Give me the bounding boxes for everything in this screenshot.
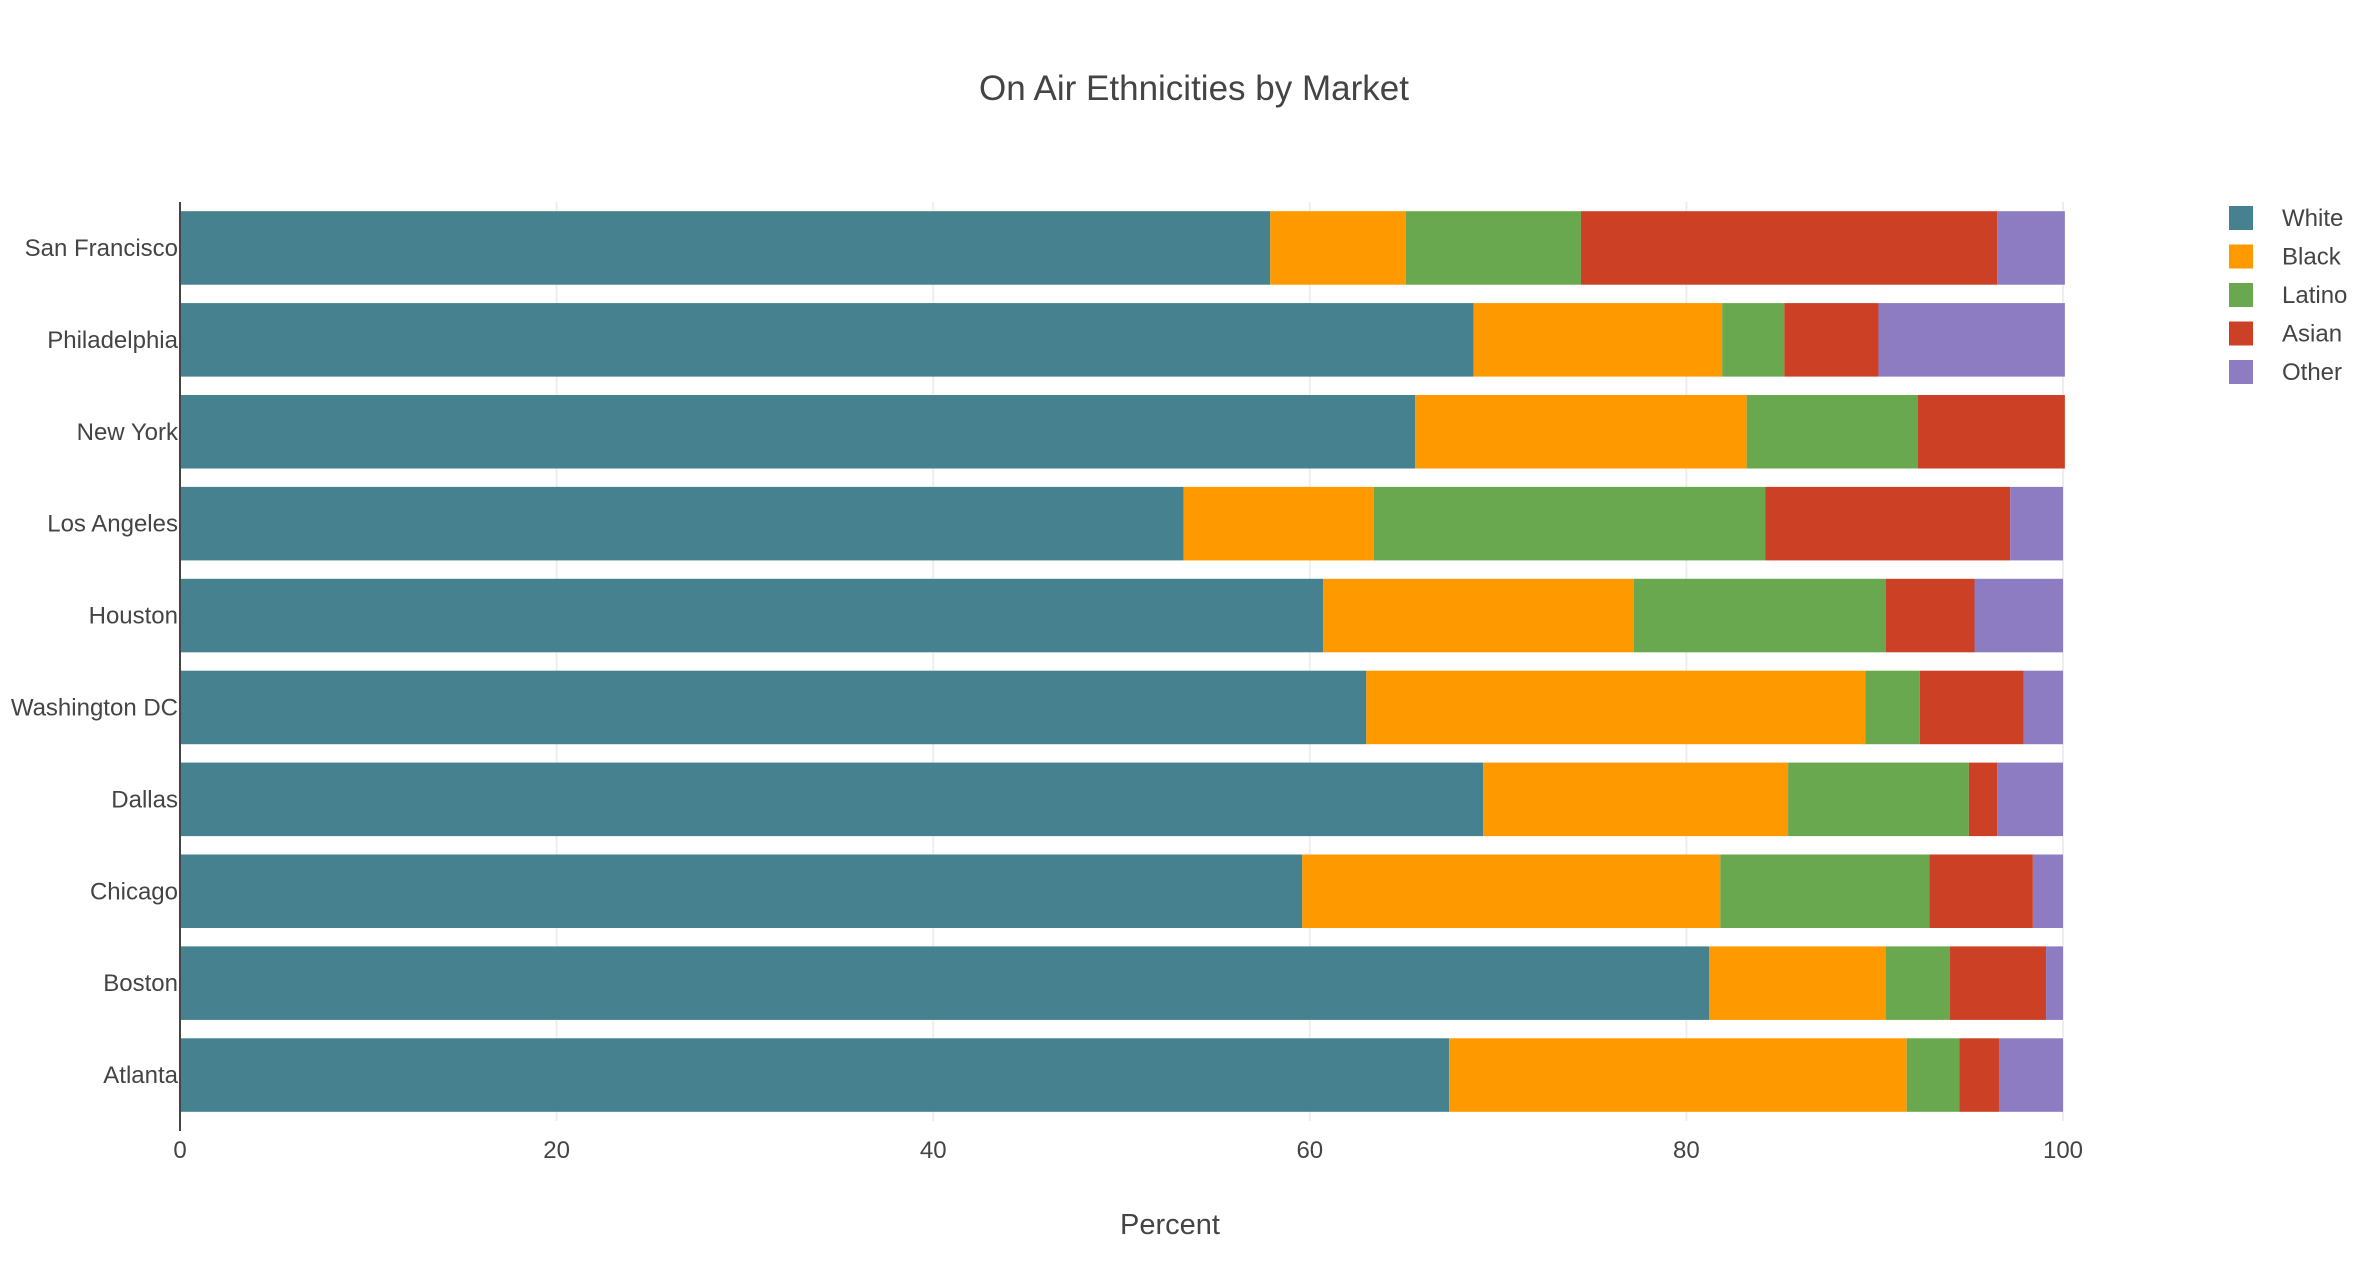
x-tick-label: 40 [920,1137,947,1164]
bar-black-chicago [1302,854,1721,929]
legend-label-asian: Asian [2282,321,2342,348]
bar-other-atlanta [1998,1038,2063,1112]
legend-swatch-latino [2229,283,2253,307]
legend-label-other: Other [2282,359,2342,386]
bar-latino-chicago [1720,854,1930,929]
y-tick-label: Dallas [111,786,178,813]
bar-other-boston [2046,946,2063,1020]
bar-black-philadelphia [1473,303,1723,377]
legend: White Black Latino Asian Other [2229,205,2347,386]
x-tick-label: 60 [1296,1137,1323,1164]
bar-asian-washington-dc [1919,670,2024,745]
bar-black-los-angeles [1183,486,1374,561]
bar-asian-new-york [1918,394,2065,469]
bar-white-atlanta [180,1038,1450,1112]
bar-asian-boston [1950,946,2047,1020]
bar-black-houston [1322,578,1634,653]
bar-white-dallas [180,762,1484,837]
x-axis-title: Percent [1120,1209,1220,1241]
y-tick-label: Philadelphia [47,327,178,354]
bar-asian-houston [1885,578,1975,653]
bar-other-philadelphia [1878,303,2065,377]
bar-white-chicago [180,854,1303,929]
y-tick-label: Washington DC [11,694,178,721]
bar-asian-san-francisco [1580,211,1998,285]
x-tick-label: 0 [173,1137,186,1164]
bar-latino-boston [1885,946,1951,1020]
bar-latino-houston [1633,578,1886,653]
legend-swatch-white [2229,206,2253,230]
bars [180,211,2065,1112]
y-tick-label: Chicago [90,878,178,905]
bar-other-chicago [2032,854,2063,929]
y-tick-label: Boston [103,970,178,997]
bar-asian-atlanta [1959,1038,1999,1112]
legend-swatch-black [2229,244,2253,269]
bar-asian-dallas [1968,762,1998,837]
bar-latino-atlanta [1906,1038,1960,1112]
bar-white-new-york [180,394,1416,469]
bar-asian-los-angeles [1765,486,2011,561]
bar-latino-san-francisco [1405,211,1581,285]
bar-black-washington-dc [1366,670,1866,745]
axes [179,202,181,1131]
bar-white-los-angeles [180,486,1184,561]
bar-latino-washington-dc [1865,670,1920,745]
legend-swatch-asian [2229,321,2253,346]
bar-other-los-angeles [2010,486,2063,561]
bar-latino-dallas [1788,762,1969,837]
x-tick-label: 100 [2043,1137,2083,1164]
bar-other-san-francisco [1997,211,2065,285]
x-tick-label: 20 [543,1137,570,1164]
bar-latino-los-angeles [1373,486,1766,561]
bar-other-washington-dc [2023,670,2063,745]
bar-latino-new-york [1746,394,1919,469]
bar-white-philadelphia [180,303,1474,377]
bar-black-dallas [1483,762,1789,837]
y-tick-label: New York [77,419,179,446]
bar-white-houston [180,578,1323,653]
legend-label-latino: Latino [2282,282,2347,309]
y-tick-labels: Atlanta Boston Chicago Dallas Washington DC H… [11,235,179,1089]
bar-asian-chicago [1929,854,2033,929]
y-tick-label: Atlanta [103,1062,178,1089]
bar-asian-philadelphia [1784,303,1879,377]
bar-black-new-york [1415,394,1747,469]
bar-black-boston [1708,946,1886,1020]
bar-latino-philadelphia [1722,303,1785,377]
bar-other-houston [1974,578,2063,653]
bar-other-dallas [1997,762,2063,837]
legend-label-black: Black [2282,244,2342,271]
chart-title: On Air Ethnicities by Market [979,69,1409,108]
bar-black-atlanta [1449,1038,1907,1112]
bar-white-boston [180,946,1709,1020]
y-tick-label: San Francisco [25,235,178,262]
y-tick-label: Houston [89,603,178,630]
bar-white-san-francisco [180,211,1271,285]
x-tick-labels: 0 20 40 60 80 100 [173,1137,2083,1164]
x-tick-label: 80 [1673,1137,1700,1164]
y-tick-label: Los Angeles [47,511,178,538]
bar-black-san-francisco [1270,211,1406,285]
bar-white-washington-dc [180,670,1367,745]
legend-label-white: White [2282,205,2343,232]
legend-swatch-other [2229,360,2253,384]
